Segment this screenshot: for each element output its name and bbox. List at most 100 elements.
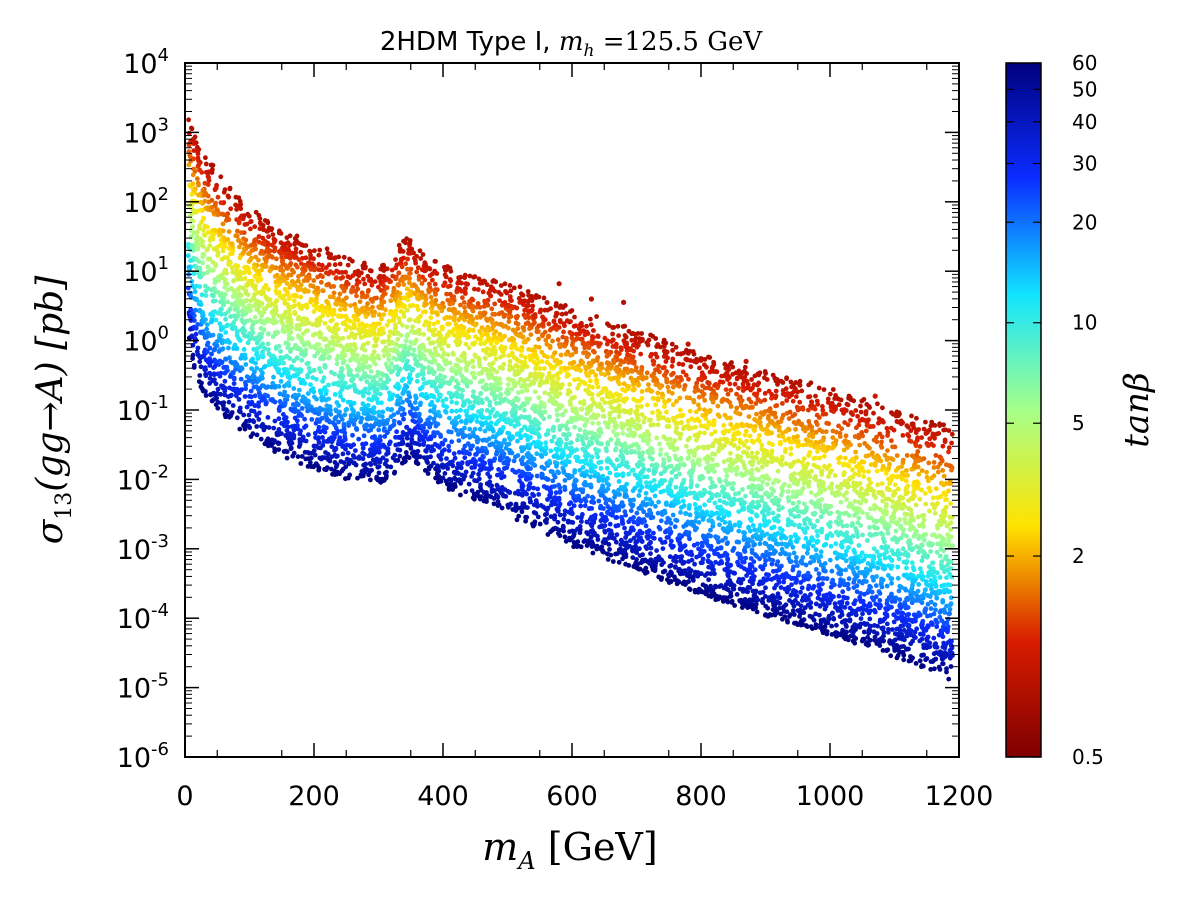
data-point: [418, 256, 424, 261]
data-point: [790, 489, 796, 495]
data-point: [456, 438, 462, 443]
data-point: [245, 292, 251, 298]
data-point: [353, 448, 358, 453]
data-point: [919, 652, 925, 658]
data-point: [488, 293, 494, 299]
data-point: [670, 384, 676, 390]
data-point: [697, 474, 703, 480]
data-point: [284, 289, 290, 295]
scatter-points: [185, 117, 955, 682]
data-point: [367, 364, 373, 369]
data-point: [651, 361, 656, 367]
data-point: [697, 490, 703, 496]
data-point: [613, 446, 619, 452]
data-point: [763, 371, 768, 376]
data-point: [312, 430, 318, 436]
data-point: [594, 314, 599, 319]
data-point: [673, 474, 679, 480]
data-point: [406, 390, 411, 396]
data-point: [249, 366, 255, 371]
data-point: [585, 354, 590, 360]
data-point: [455, 461, 461, 467]
data-point: [891, 619, 897, 625]
data-point: [618, 448, 624, 454]
data-point: [257, 272, 262, 278]
data-point: [670, 347, 675, 353]
data-point: [205, 246, 211, 252]
data-point: [417, 248, 423, 254]
data-point: [855, 565, 860, 571]
data-point: [900, 457, 906, 463]
data-point: [520, 389, 525, 394]
data-point: [487, 426, 492, 432]
data-point: [616, 414, 622, 420]
data-point: [687, 512, 693, 518]
data-point: [919, 435, 924, 440]
data-point: [810, 511, 816, 517]
data-point: [674, 398, 679, 404]
data-point: [795, 563, 800, 568]
data-point: [906, 498, 911, 503]
data-point: [494, 401, 499, 406]
data-point: [296, 257, 302, 262]
data-point: [300, 331, 306, 337]
data-point: [309, 417, 315, 422]
data-point: [242, 394, 248, 399]
data-point: [946, 488, 951, 494]
data-point: [201, 215, 207, 221]
data-point: [829, 533, 835, 538]
data-point: [779, 492, 784, 498]
data-point: [314, 300, 319, 305]
data-point: [238, 376, 244, 382]
data-point: [916, 471, 922, 477]
data-point: [191, 271, 197, 277]
data-point: [793, 426, 798, 432]
data-point: [492, 488, 497, 493]
data-point: [230, 269, 236, 275]
data-point: [304, 328, 309, 334]
data-point: [633, 335, 639, 341]
data-point: [783, 461, 789, 467]
data-point: [820, 407, 826, 413]
data-point: [946, 449, 951, 455]
data-point: [840, 523, 846, 529]
data-point: [232, 277, 238, 283]
data-point: [765, 481, 770, 487]
data-point: [340, 451, 346, 457]
data-point: [397, 453, 403, 459]
data-point: [232, 289, 238, 294]
data-point: [396, 420, 402, 425]
data-point: [400, 322, 405, 328]
data-point: [185, 253, 191, 259]
data-point: [328, 411, 334, 417]
data-point: [736, 509, 742, 514]
data-point: [666, 464, 671, 470]
data-point: [644, 340, 650, 345]
data-point: [626, 471, 631, 477]
data-point: [895, 552, 901, 558]
data-point: [934, 549, 940, 555]
data-point: [736, 490, 742, 496]
data-point: [359, 294, 365, 300]
data-point: [635, 404, 640, 409]
data-point: [747, 433, 753, 439]
data-point: [731, 433, 736, 439]
data-point: [723, 387, 729, 392]
data-point: [947, 589, 952, 594]
data-point: [251, 408, 257, 414]
data-point: [446, 448, 452, 453]
data-point: [818, 554, 824, 559]
data-point: [532, 320, 537, 325]
data-point: [715, 462, 720, 468]
data-point: [794, 504, 800, 510]
data-point: [816, 571, 822, 577]
data-point: [759, 494, 765, 500]
data-point: [354, 373, 360, 378]
data-point: [196, 158, 201, 164]
data-point: [816, 385, 822, 391]
data-point: [502, 437, 507, 443]
data-point: [226, 399, 232, 405]
data-point: [730, 364, 736, 370]
data-point: [802, 517, 807, 523]
data-point: [365, 289, 371, 294]
